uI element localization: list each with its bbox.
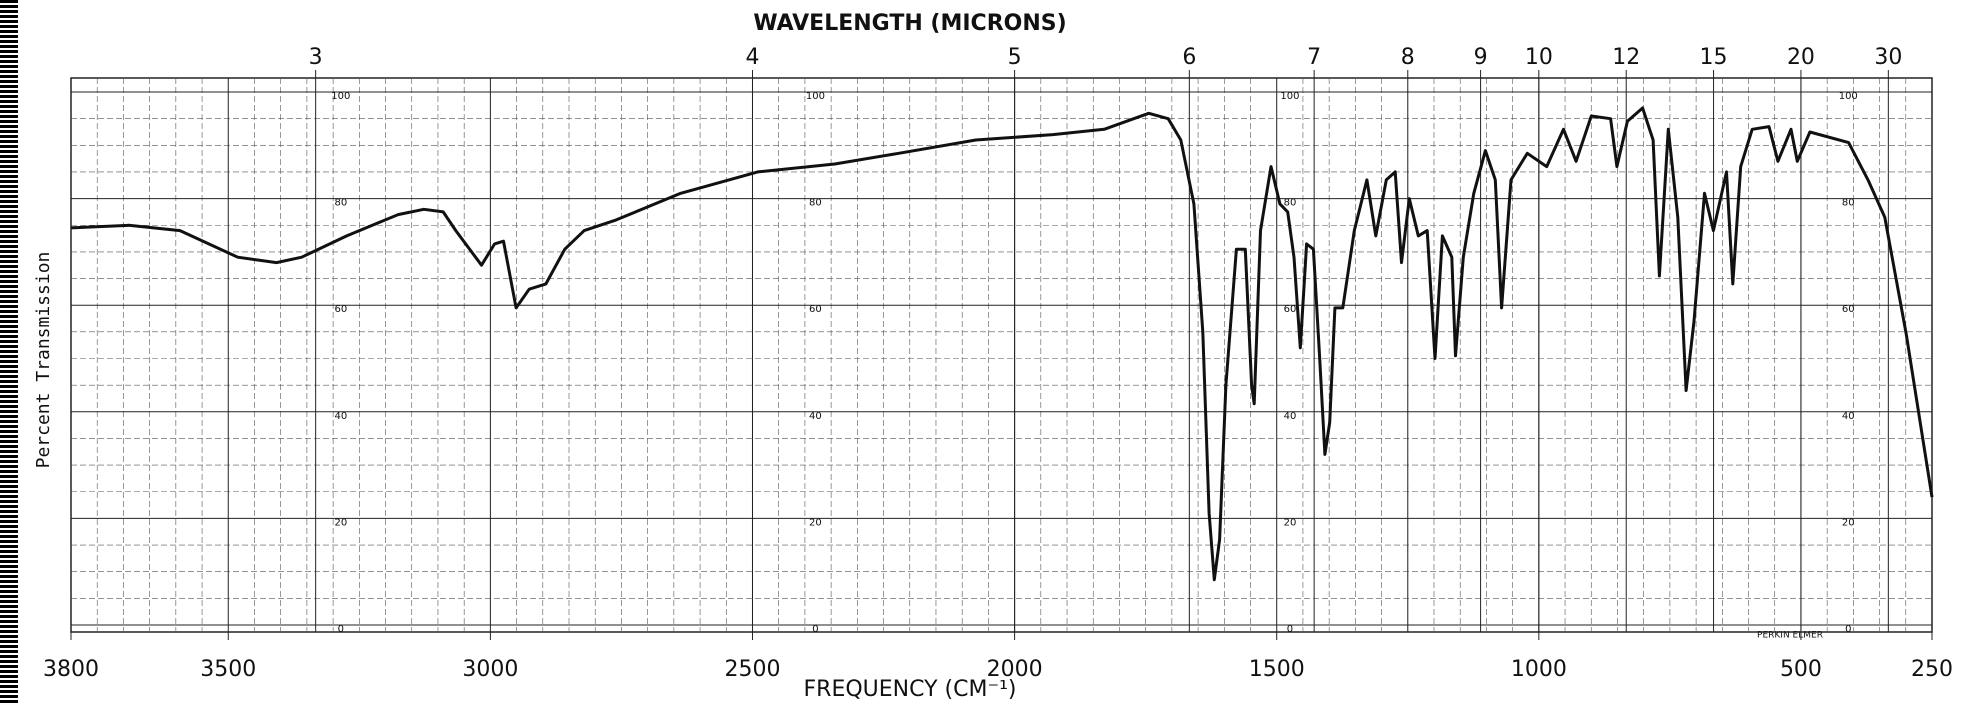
y-tick-label: 80 bbox=[334, 198, 347, 209]
x-tick-label: 1000 bbox=[1511, 657, 1567, 682]
x-tick-label: 2000 bbox=[987, 657, 1043, 682]
y-tick-label: 20 bbox=[1284, 517, 1297, 528]
x-tick-label: 1500 bbox=[1249, 657, 1305, 682]
x2-tick-label: 7 bbox=[1307, 45, 1321, 70]
y-tick-label: 60 bbox=[334, 304, 347, 315]
y-tick-label: 100 bbox=[806, 91, 825, 102]
y-tick-label: 0 bbox=[1845, 624, 1851, 635]
x2-tick-label: 12 bbox=[1612, 45, 1640, 70]
x2-tick-label: 10 bbox=[1525, 45, 1553, 70]
y-tick-label: 20 bbox=[809, 517, 822, 528]
y-tick-label: 80 bbox=[1842, 198, 1855, 209]
y-tick-label: 60 bbox=[1842, 304, 1855, 315]
y-tick-label: 40 bbox=[809, 411, 822, 422]
x2-tick-label: 8 bbox=[1401, 45, 1415, 70]
x2-tick-label: 6 bbox=[1182, 45, 1196, 70]
y-tick-label: 40 bbox=[1842, 411, 1855, 422]
x2-tick-label: 4 bbox=[745, 45, 759, 70]
x2-tick-label: 9 bbox=[1474, 45, 1488, 70]
y-tick-label: 40 bbox=[334, 411, 347, 422]
y-tick-label: 0 bbox=[338, 624, 344, 635]
spectrum-line bbox=[70, 106, 1934, 582]
x2-tick-label: 3 bbox=[309, 45, 323, 70]
x2-tick-label: 30 bbox=[1874, 45, 1902, 70]
y-tick-label: 60 bbox=[809, 304, 822, 315]
x-tick-label: 3500 bbox=[200, 657, 256, 682]
y-tick-label: 100 bbox=[1280, 91, 1299, 102]
x2-tick-label: 20 bbox=[1787, 45, 1815, 70]
x-axis-title: FREQUENCY (CM⁻¹) bbox=[804, 677, 1017, 702]
x-tick-label: 3000 bbox=[462, 657, 518, 682]
y-tick-label: 0 bbox=[1287, 624, 1293, 635]
y-tick-label: 40 bbox=[1284, 411, 1297, 422]
x-tick-label: 500 bbox=[1780, 657, 1822, 682]
x2-axis-title: WAVELENGTH (MICRONS) bbox=[753, 11, 1066, 36]
x-tick-label: 3800 bbox=[43, 657, 99, 682]
x-tick-label: 2500 bbox=[724, 657, 780, 682]
y-tick-label: 80 bbox=[1284, 198, 1297, 209]
manufacturer-label: PERKIN ELMER bbox=[1757, 631, 1823, 641]
y-axis-title: Percent Transmission bbox=[33, 252, 54, 469]
scan-edge bbox=[0, 0, 18, 704]
y-tick-label: 100 bbox=[331, 91, 350, 102]
x2-tick-label: 15 bbox=[1700, 45, 1728, 70]
y-tick-label: 60 bbox=[1284, 304, 1297, 315]
y-tick-label: 20 bbox=[334, 517, 347, 528]
y-tick-label: 20 bbox=[1842, 517, 1855, 528]
y-tick-label: 100 bbox=[1839, 91, 1858, 102]
x2-tick-label: 5 bbox=[1008, 45, 1022, 70]
y-tick-label: 0 bbox=[812, 624, 818, 635]
y-tick-label: 80 bbox=[809, 198, 822, 209]
x-tick-label: 250 bbox=[1911, 657, 1953, 682]
